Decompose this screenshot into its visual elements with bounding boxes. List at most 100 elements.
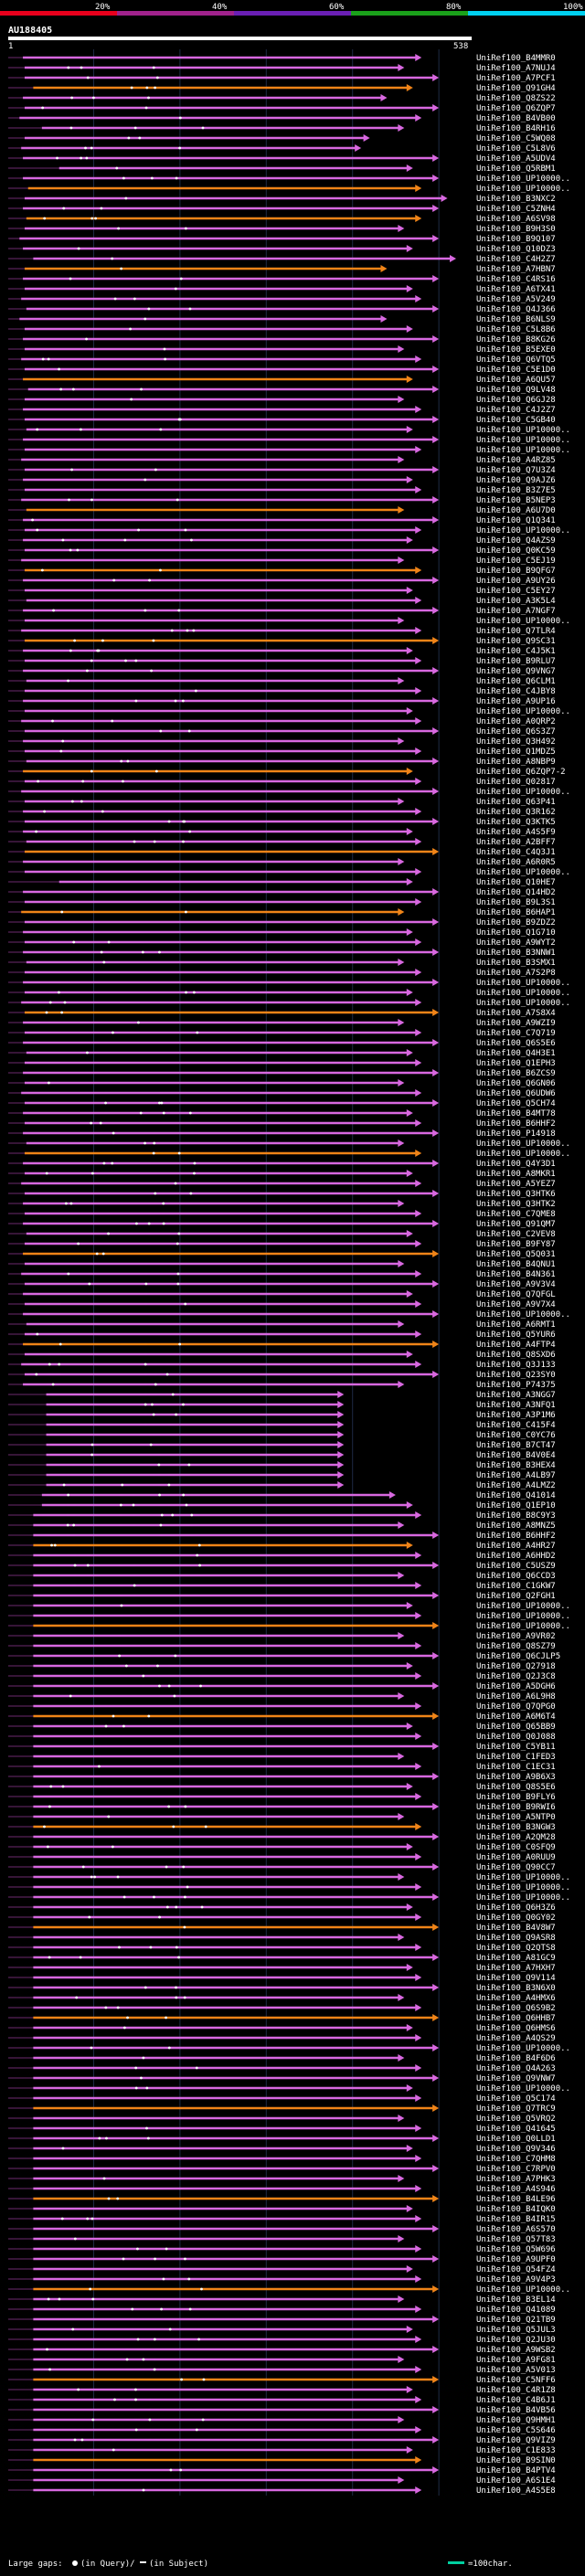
hit-row[interactable]: UniRef100_B7CT47 bbox=[8, 1441, 556, 1450]
hit-row[interactable]: UniRef100_A6L9H8 bbox=[8, 1692, 556, 1701]
hit-row[interactable]: UniRef100_A9V7X4 bbox=[8, 1300, 556, 1309]
hit-row[interactable]: UniRef100_Q5JUL3 bbox=[8, 2326, 556, 2335]
hit-label[interactable]: UniRef100_UP10000.. bbox=[476, 989, 570, 998]
hit-label[interactable]: UniRef100_Q6HHB7 bbox=[476, 2014, 556, 2023]
hit-row[interactable]: UniRef100_C7RPV0 bbox=[8, 2165, 556, 2174]
hit-label[interactable]: UniRef100_A4QS29 bbox=[476, 2034, 556, 2043]
hit-label[interactable]: UniRef100_A6QU57 bbox=[476, 376, 556, 385]
hit-label[interactable]: UniRef100_UP10000.. bbox=[476, 707, 570, 716]
hit-label[interactable]: UniRef100_B3HEX4 bbox=[476, 1461, 556, 1470]
hit-label[interactable]: UniRef100_A9UP16 bbox=[476, 697, 556, 706]
hit-label[interactable]: UniRef100_Q6S5E6 bbox=[476, 1039, 556, 1048]
hit-label[interactable]: UniRef100_A2QM28 bbox=[476, 1833, 556, 1842]
hit-label[interactable]: UniRef100_Q6CLM1 bbox=[476, 677, 556, 686]
hit-label[interactable]: UniRef100_Q6H3Z6 bbox=[476, 1903, 556, 1913]
hit-row[interactable]: UniRef100_A6S570 bbox=[8, 2225, 556, 2234]
hit-label[interactable]: UniRef100_A6SV98 bbox=[476, 215, 556, 224]
hit-label[interactable]: UniRef100_C4J2Z7 bbox=[476, 406, 556, 415]
hit-label[interactable]: UniRef100_UP10000.. bbox=[476, 1612, 570, 1621]
hit-label[interactable]: UniRef100_B4IQK0 bbox=[476, 2205, 556, 2214]
hit-row[interactable]: UniRef100_A6SV98 bbox=[8, 215, 556, 224]
hit-label[interactable]: UniRef100_A7S2P8 bbox=[476, 969, 556, 978]
hit-row[interactable]: UniRef100_UP10000.. bbox=[8, 2084, 570, 2094]
hit-label[interactable]: UniRef100_A6RMT1 bbox=[476, 1320, 556, 1330]
hit-row[interactable]: UniRef100_UP10000.. bbox=[8, 2285, 570, 2295]
hit-row[interactable]: UniRef100_C4JBY8 bbox=[8, 687, 556, 696]
hit-label[interactable]: UniRef100_A8NBP9 bbox=[476, 758, 556, 767]
hit-row[interactable]: UniRef100_B4N361 bbox=[8, 1270, 556, 1279]
hit-label[interactable]: UniRef100_B9L3S1 bbox=[476, 898, 556, 907]
hit-label[interactable]: UniRef100_B9FLY6 bbox=[476, 1793, 556, 1802]
hit-label[interactable]: UniRef100_Q7TRC9 bbox=[476, 2104, 556, 2114]
hit-row[interactable]: UniRef100_Q2J3C8 bbox=[8, 1672, 556, 1681]
hit-row[interactable]: UniRef100_B4QNU1 bbox=[8, 1260, 556, 1269]
hit-label[interactable]: UniRef100_Q9V114 bbox=[476, 1974, 556, 1983]
hit-row[interactable]: UniRef100_C7Q719 bbox=[8, 1029, 556, 1038]
hit-label[interactable]: UniRef100_Q3KTK5 bbox=[476, 818, 556, 827]
hit-row[interactable]: UniRef100_Q4A263 bbox=[8, 2064, 556, 2073]
hit-label[interactable]: UniRef100_B3SMX1 bbox=[476, 959, 556, 968]
hit-row[interactable]: UniRef100_UP10000.. bbox=[8, 1140, 570, 1149]
hit-label[interactable]: UniRef100_A2BFF7 bbox=[476, 838, 556, 847]
hit-label[interactable]: UniRef100_Q9VNW7 bbox=[476, 2074, 556, 2083]
hit-row[interactable]: UniRef100_A5YEZ7 bbox=[8, 1180, 556, 1189]
hit-row[interactable]: UniRef100_A9B6X3 bbox=[8, 1773, 556, 1782]
hit-label[interactable]: UniRef100_B6ZCS9 bbox=[476, 1069, 556, 1078]
hit-row[interactable]: UniRef100_C4Q3J1 bbox=[8, 848, 556, 857]
hit-row[interactable]: UniRef100_C5L8V6 bbox=[8, 144, 556, 154]
hit-row[interactable]: UniRef100_Q1EP10 bbox=[8, 1501, 556, 1511]
hit-label[interactable]: UniRef100_Q14HD2 bbox=[476, 888, 556, 897]
hit-label[interactable]: UniRef100_P14918 bbox=[476, 1129, 556, 1139]
hit-label[interactable]: UniRef100_A9B6X3 bbox=[476, 1773, 556, 1782]
hit-label[interactable]: UniRef100_A3P1M6 bbox=[476, 1411, 556, 1420]
hit-row[interactable]: UniRef100_B4V0E4 bbox=[8, 1451, 556, 1460]
hit-row[interactable]: UniRef100_Q9SC31 bbox=[8, 637, 556, 646]
hit-row[interactable]: UniRef100_Q9LV48 bbox=[8, 386, 556, 395]
hit-row[interactable]: UniRef100_Q7QPG0 bbox=[8, 1702, 556, 1712]
hit-row[interactable]: UniRef100_B9L3S1 bbox=[8, 898, 556, 907]
hit-row[interactable]: UniRef100_Q6ZQP7-2 bbox=[8, 768, 566, 777]
hit-row[interactable]: UniRef100_Q8SZ79 bbox=[8, 1642, 556, 1651]
hit-label[interactable]: UniRef100_B5NEP3 bbox=[476, 496, 556, 505]
hit-row[interactable]: UniRef100_A9WYT2 bbox=[8, 938, 556, 948]
hit-row[interactable]: UniRef100_C5EY27 bbox=[8, 587, 556, 596]
hit-label[interactable]: UniRef100_C5WQ08 bbox=[476, 134, 556, 143]
hit-label[interactable]: UniRef100_A7PCF1 bbox=[476, 74, 556, 83]
hit-label[interactable]: UniRef100_C5ZNH4 bbox=[476, 205, 556, 214]
hit-row[interactable]: UniRef100_A6RMT1 bbox=[8, 1320, 556, 1330]
hit-label[interactable]: UniRef100_C4R1Z8 bbox=[476, 2386, 556, 2395]
hit-label[interactable]: UniRef100_Q9HMH1 bbox=[476, 2416, 556, 2425]
hit-label[interactable]: UniRef100_B9SIN0 bbox=[476, 2456, 556, 2465]
hit-label[interactable]: UniRef100_A0RUU9 bbox=[476, 1853, 556, 1862]
hit-row[interactable]: UniRef100_A7HXH7 bbox=[8, 1964, 556, 1973]
hit-row[interactable]: UniRef100_A0RUU9 bbox=[8, 1853, 556, 1862]
hit-row[interactable]: UniRef100_UP10000.. bbox=[8, 1612, 570, 1621]
hit-row[interactable]: UniRef100_Q3H492 bbox=[8, 737, 556, 747]
hit-row[interactable]: UniRef100_A4S5F9 bbox=[8, 828, 556, 837]
hit-row[interactable]: UniRef100_Q5Q031 bbox=[8, 1250, 556, 1259]
hit-label[interactable]: UniRef100_B8KG26 bbox=[476, 335, 556, 345]
hit-label[interactable]: UniRef100_A9UY26 bbox=[476, 577, 556, 586]
hit-label[interactable]: UniRef100_A4S946 bbox=[476, 2185, 556, 2194]
hit-row[interactable]: UniRef100_Q7U3Z4 bbox=[8, 466, 556, 475]
hit-label[interactable]: UniRef100_C415F4 bbox=[476, 1421, 556, 1430]
hit-row[interactable]: UniRef100_A7PHK3 bbox=[8, 2175, 556, 2184]
hit-row[interactable]: UniRef100_Q6HMS6 bbox=[8, 2024, 556, 2033]
hit-label[interactable]: UniRef100_Q7U3Z4 bbox=[476, 466, 556, 475]
hit-row[interactable]: UniRef100_A4LB97 bbox=[8, 1471, 556, 1480]
hit-row[interactable]: UniRef100_C5USZ9 bbox=[8, 1562, 556, 1571]
hit-row[interactable]: UniRef100_A7NUJ4 bbox=[8, 64, 556, 73]
hit-row[interactable]: UniRef100_Q91QM7 bbox=[8, 1220, 556, 1229]
hit-label[interactable]: UniRef100_B9ZDZ2 bbox=[476, 918, 556, 928]
hit-label[interactable]: UniRef100_UP10000.. bbox=[476, 2285, 570, 2295]
hit-label[interactable]: UniRef100_A7S8X4 bbox=[476, 1009, 556, 1018]
hit-label[interactable]: UniRef100_B3NGW3 bbox=[476, 1823, 556, 1832]
hit-row[interactable]: UniRef100_A9UPF0 bbox=[8, 2255, 556, 2264]
hit-row[interactable]: UniRef100_Q3HTK2 bbox=[8, 1200, 556, 1209]
hit-label[interactable]: UniRef100_A9UPF0 bbox=[476, 2255, 556, 2264]
hit-label[interactable]: UniRef100_UP10000.. bbox=[476, 526, 570, 535]
hit-row[interactable]: UniRef100_B3Z7E5 bbox=[8, 486, 556, 495]
hit-row[interactable]: UniRef100_UP10000.. bbox=[8, 1310, 570, 1320]
hit-label[interactable]: UniRef100_B9FY87 bbox=[476, 1240, 556, 1249]
hit-row[interactable]: UniRef100_C5L8B6 bbox=[8, 325, 556, 334]
